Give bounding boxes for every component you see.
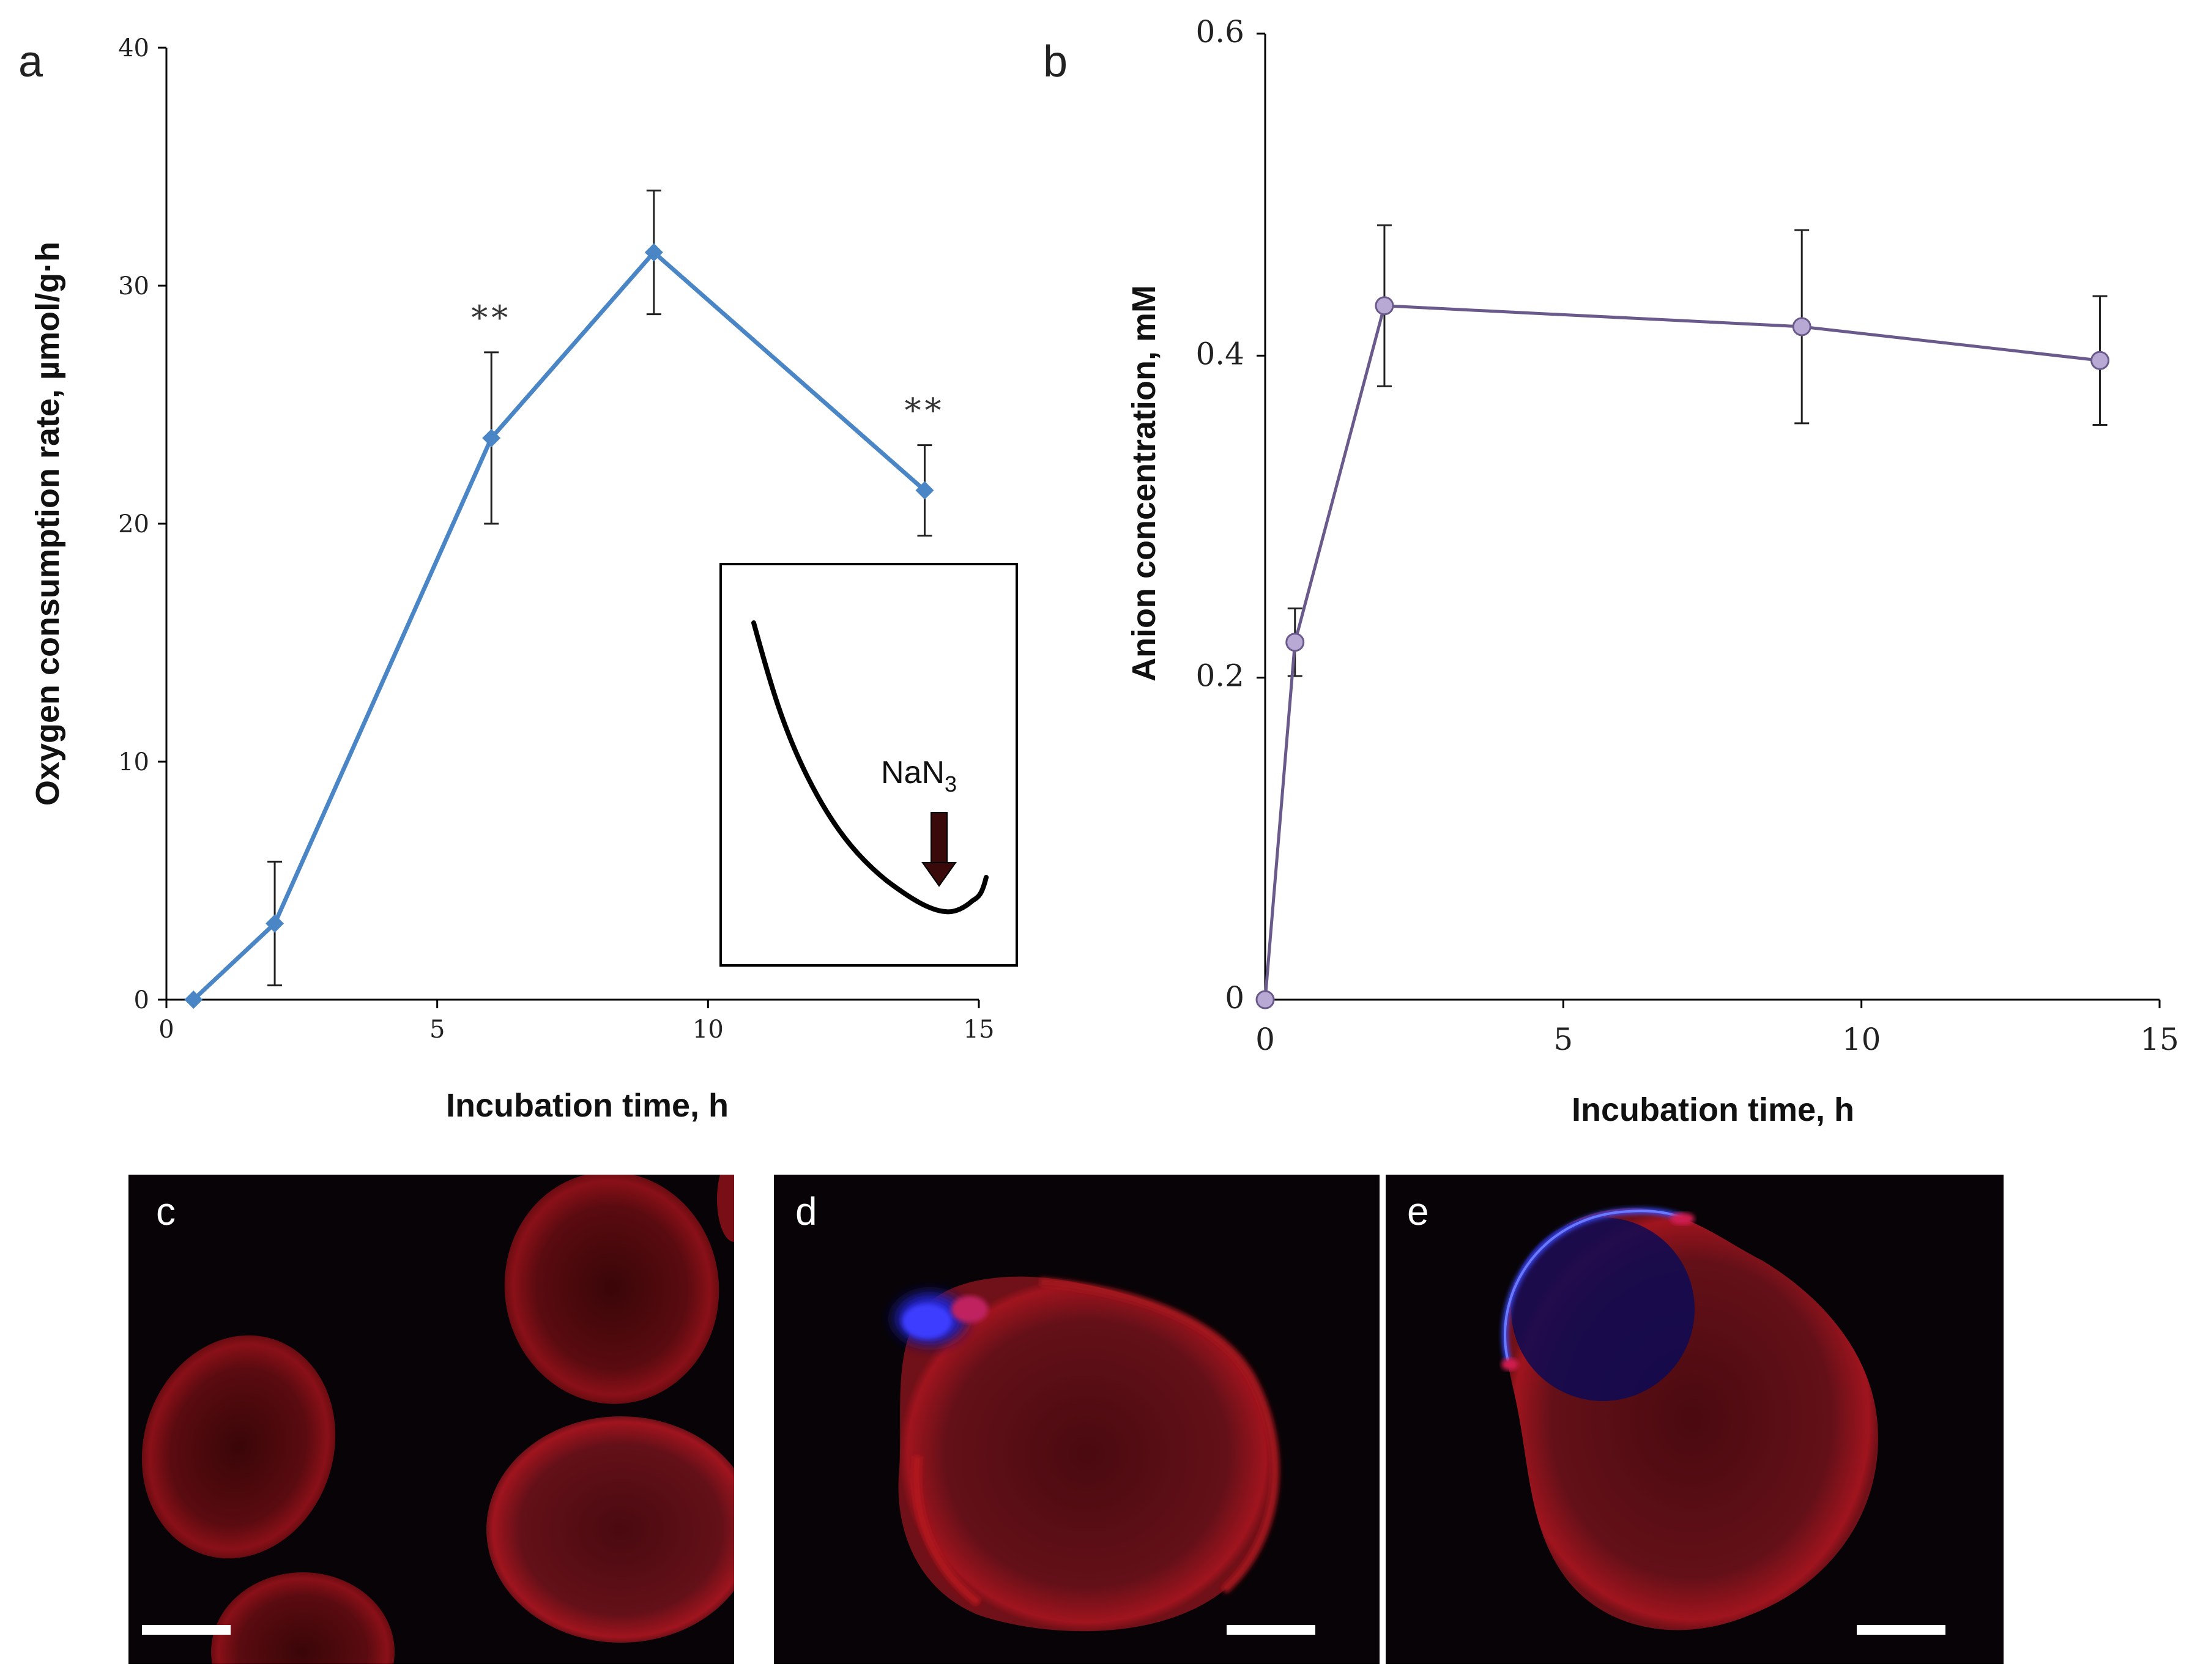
y-tick-label: 0.4 — [1195, 336, 1244, 371]
arrow-down-icon — [921, 812, 957, 887]
x-ticks-b: 0 5 10 15 — [1255, 1000, 2179, 1057]
magenta-spot-e1 — [1501, 1358, 1518, 1370]
panel-letter-c: c — [156, 1189, 176, 1233]
y-ticks-b: 0 0.2 0.4 0.6 — [1195, 14, 1265, 1016]
error-bars-b — [1287, 224, 2108, 677]
series-line-b — [1263, 304, 2100, 1000]
x-tick-label: 5 — [1553, 1022, 1573, 1057]
panel-letter-d: d — [795, 1189, 817, 1233]
data-point — [184, 991, 203, 1009]
y-tick-label: 0.6 — [1195, 14, 1244, 50]
data-point — [1792, 317, 1811, 336]
x-axis-title-b: Incubation time, h — [1572, 1091, 1854, 1128]
magenta-spot-e2 — [1670, 1213, 1695, 1225]
x-tick-label: 15 — [2140, 1022, 2179, 1057]
micrograph-e: e — [1386, 1175, 2004, 1664]
blue-cap-e — [1511, 1217, 1695, 1401]
x-tick-label: 0 — [1255, 1022, 1275, 1057]
y-ticks-a: 0 10 20 30 40 — [118, 34, 166, 1014]
cell-c5 — [717, 1175, 734, 1242]
y-tick-label: 10 — [118, 748, 149, 776]
scale-bar-d — [1227, 1625, 1315, 1635]
chart-a: a 0 10 20 30 40 0 5 10 15 Incubation time, h Ox… — [18, 34, 1018, 1124]
chart-b: b 0 0.2 0.4 0.6 0 5 10 15 Incubation time, h A… — [1043, 14, 2179, 1128]
inset-trace: NaN3 — [719, 563, 1018, 967]
y-axis-title-b: Anion concentration, mM — [1126, 285, 1162, 682]
cell-c2 — [141, 1335, 336, 1559]
series-points-a — [184, 243, 934, 1009]
cell-d1-rim — [1039, 1277, 1280, 1594]
inset-frame — [719, 563, 1018, 967]
y-tick-label: 0.2 — [1195, 658, 1244, 694]
significance-marker: ** — [904, 392, 945, 430]
blue-rim-e-core — [1504, 1210, 1683, 1362]
annotations-a: ** ** — [471, 299, 945, 430]
x-tick-label: 10 — [1842, 1022, 1881, 1057]
scale-bar-e — [1857, 1625, 1945, 1635]
cell-c1 — [504, 1175, 719, 1404]
y-tick-label: 30 — [118, 272, 149, 300]
x-tick-label: 15 — [964, 1016, 995, 1044]
scale-bar-c — [142, 1625, 231, 1635]
blue-core-d — [902, 1304, 951, 1339]
series-points-b — [1255, 296, 2110, 1009]
micrograph-d: d — [774, 1175, 1380, 1664]
y-tick-label: 0 — [134, 986, 149, 1014]
x-tick-label: 0 — [158, 1016, 174, 1044]
x-axis-title-a: Incubation time, h — [446, 1087, 729, 1124]
data-point — [1255, 990, 1275, 1009]
inset-curve — [751, 620, 989, 915]
cell-c4 — [211, 1572, 395, 1664]
cell-d1-rim-left — [912, 1455, 982, 1607]
data-point — [1375, 296, 1394, 316]
magenta-spot-d — [951, 1296, 988, 1323]
y-axis-title-a: Oxygen consumption rate, µmol/g·h — [29, 242, 66, 806]
inset-label: NaN3 — [881, 755, 957, 797]
significance-marker: ** — [471, 299, 511, 337]
panel-letter-a: a — [18, 37, 43, 86]
cell-d1 — [898, 1276, 1276, 1632]
data-point — [266, 914, 284, 933]
data-point — [2090, 351, 2110, 370]
panel-letter-e: e — [1407, 1189, 1429, 1233]
panel-letter-b: b — [1043, 37, 1068, 86]
cell-c3 — [486, 1416, 734, 1643]
data-point — [482, 428, 501, 447]
x-tick-label: 5 — [429, 1016, 445, 1044]
x-tick-label: 10 — [693, 1016, 724, 1044]
x-ticks-a: 0 5 10 15 — [158, 1000, 994, 1044]
micrograph-c: c — [128, 1175, 734, 1664]
y-tick-label: 40 — [118, 34, 149, 62]
data-point — [644, 243, 663, 262]
data-point — [915, 481, 934, 500]
y-tick-label: 20 — [118, 510, 149, 538]
data-point — [1285, 633, 1305, 652]
y-tick-label: 0 — [1225, 980, 1244, 1016]
